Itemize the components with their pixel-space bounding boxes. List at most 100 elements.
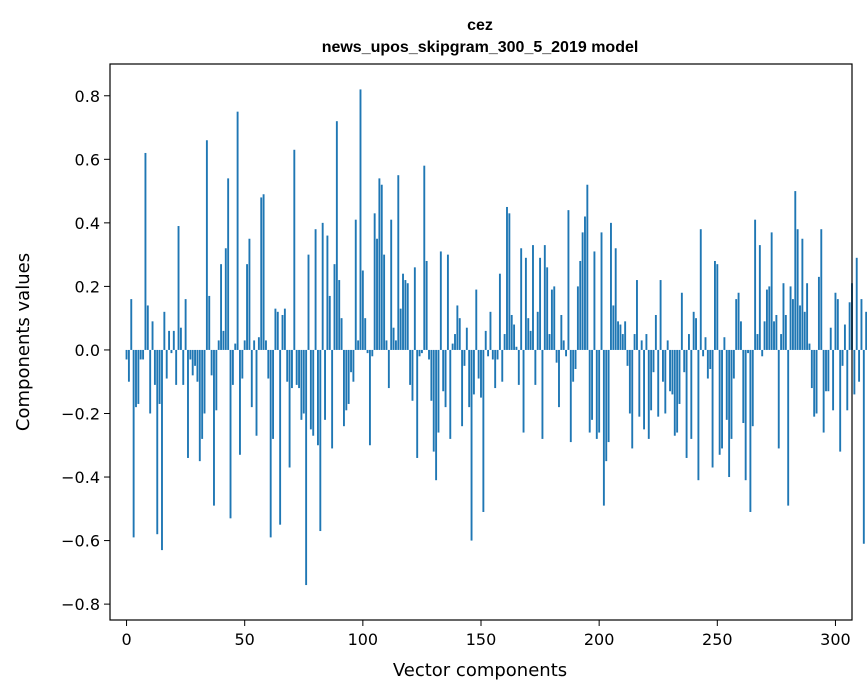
y-axis-label: Components values — [13, 253, 34, 431]
bar-225 — [657, 350, 659, 417]
bar-26 — [187, 350, 189, 458]
bar-252 — [721, 350, 723, 448]
bar-302 — [839, 350, 841, 452]
bar-223 — [653, 350, 655, 372]
bar-244 — [702, 350, 704, 356]
bar-264 — [749, 350, 751, 512]
bar-37 — [213, 350, 215, 506]
bar-265 — [752, 350, 754, 426]
bar-57 — [260, 197, 262, 350]
bar-156 — [494, 350, 496, 388]
bar-233 — [676, 350, 678, 433]
y-tick-label-3: −0.2 — [61, 404, 100, 423]
bar-14 — [159, 350, 161, 404]
bar-7 — [142, 350, 144, 360]
bar-248 — [712, 350, 714, 468]
bar-150 — [480, 350, 482, 398]
y-axis-ticks: −0.8−0.6−0.4−0.20.00.20.40.60.8 — [61, 87, 110, 614]
bar-81 — [317, 350, 319, 445]
bar-4 — [135, 350, 137, 407]
bar-263 — [747, 350, 749, 353]
bar-187 — [567, 210, 569, 350]
bar-153 — [487, 350, 489, 356]
bar-275 — [775, 315, 777, 350]
bar-91 — [341, 318, 343, 350]
bar-9 — [147, 305, 149, 349]
bar-88 — [334, 264, 336, 350]
bar-70 — [291, 350, 293, 388]
bar-137 — [449, 350, 451, 439]
bar-8 — [145, 153, 147, 350]
bar-144 — [466, 328, 468, 350]
bars-group — [126, 89, 867, 594]
bar-296 — [825, 350, 827, 391]
bar-231 — [671, 350, 673, 394]
bar-299 — [832, 350, 834, 410]
bar-195 — [586, 185, 588, 350]
bar-133 — [440, 251, 442, 349]
bar-176 — [541, 350, 543, 439]
bar-113 — [393, 328, 395, 350]
bar-210 — [622, 334, 624, 350]
bar-31 — [199, 350, 201, 461]
bar-294 — [820, 229, 822, 350]
x-tick-label-100: 100 — [348, 630, 379, 649]
bar-278 — [783, 283, 785, 350]
bar-240 — [693, 312, 695, 350]
bar-60 — [267, 350, 269, 379]
bar-286 — [801, 239, 803, 350]
bar-168 — [523, 350, 525, 433]
bar-42 — [225, 248, 227, 350]
bar-87 — [331, 350, 333, 448]
bar-68 — [286, 350, 288, 382]
bar-90 — [338, 280, 340, 350]
bar-66 — [282, 315, 284, 350]
bar-80 — [315, 229, 317, 350]
bar-165 — [516, 347, 518, 350]
bar-79 — [312, 350, 314, 436]
bar-53 — [251, 350, 253, 407]
y-tick-label-4: 0.0 — [75, 341, 100, 360]
bar-292 — [816, 350, 818, 414]
bar-269 — [761, 350, 763, 356]
y-tick-label-7: 0.6 — [75, 150, 100, 169]
bar-138 — [452, 344, 454, 350]
bar-125 — [421, 350, 423, 353]
bar-212 — [627, 350, 629, 366]
bar-84 — [324, 350, 326, 420]
bar-167 — [520, 248, 522, 350]
bar-236 — [683, 350, 685, 372]
bar-62 — [272, 350, 274, 439]
bar-213 — [629, 350, 631, 414]
bar-259 — [738, 293, 740, 350]
bar-17 — [166, 350, 168, 379]
bar-123 — [416, 350, 418, 458]
bar-5 — [137, 350, 139, 404]
bar-206 — [612, 305, 614, 349]
bar-274 — [773, 321, 775, 350]
x-tick-label-50: 50 — [235, 630, 255, 649]
y-tick-label-2: −0.4 — [61, 468, 100, 487]
bar-72 — [296, 350, 298, 385]
bar-103 — [369, 350, 371, 445]
bar-36 — [211, 350, 213, 375]
bar-293 — [818, 277, 820, 350]
bar-256 — [731, 350, 733, 439]
bar-288 — [806, 283, 808, 350]
bar-155 — [492, 350, 494, 360]
bar-142 — [461, 350, 463, 426]
bar-279 — [785, 315, 787, 350]
bar-193 — [582, 232, 584, 350]
bar-82 — [319, 350, 321, 531]
bar-52 — [248, 239, 250, 350]
bar-308 — [853, 350, 855, 394]
bar-281 — [790, 286, 792, 350]
bar-189 — [572, 350, 574, 382]
bar-49 — [241, 350, 243, 379]
x-tick-label-150: 150 — [466, 630, 497, 649]
bar-280 — [787, 350, 789, 506]
bar-226 — [660, 280, 662, 350]
bar-101 — [364, 318, 366, 350]
bar-217 — [638, 350, 640, 417]
